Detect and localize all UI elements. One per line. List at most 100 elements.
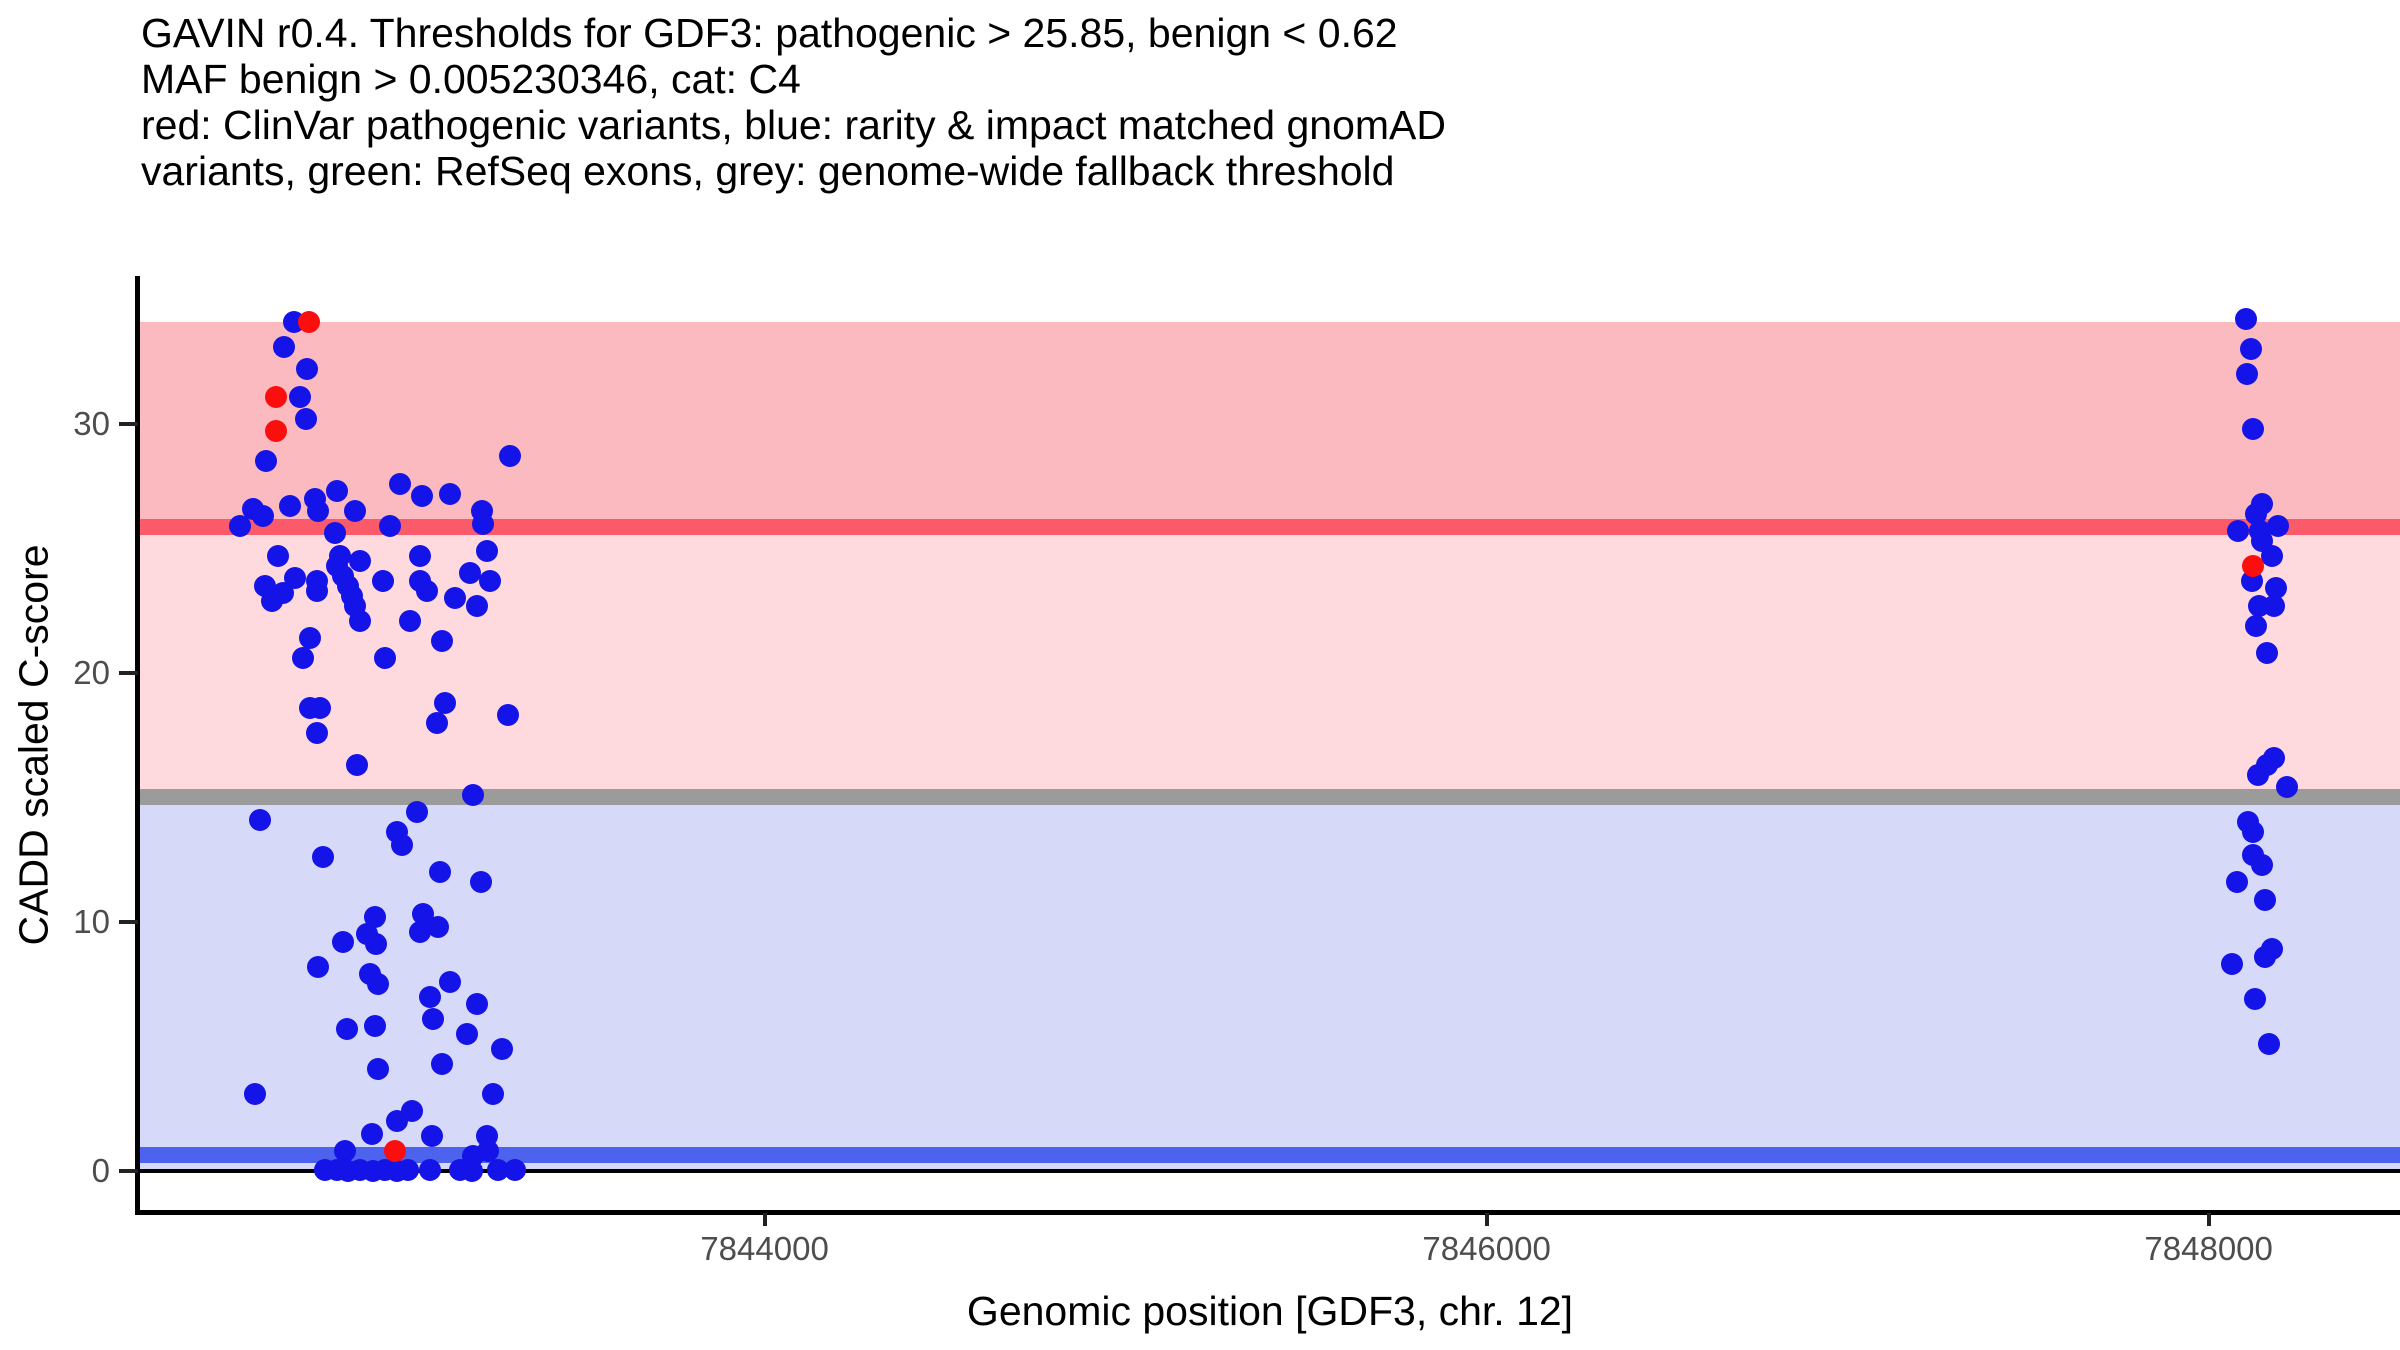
gnomad-variant-point bbox=[364, 905, 387, 928]
gnomad-variant-point bbox=[2266, 515, 2289, 537]
y-tick-mark bbox=[119, 421, 138, 426]
gnomad-variant-point bbox=[461, 783, 484, 806]
gnomad-variant-point bbox=[309, 696, 332, 719]
gnomad-variant-point bbox=[343, 500, 366, 523]
gnomad-variant-point bbox=[306, 955, 329, 978]
y-tick-label: 10 bbox=[73, 902, 110, 940]
gnomad-variant-point bbox=[2243, 988, 2266, 1011]
gnomad-variant-point bbox=[399, 609, 422, 632]
plot-title-line-2: MAF benign > 0.005230346, cat: C4 bbox=[141, 56, 801, 102]
plot-title-line-3: red: ClinVar pathogenic variants, blue: … bbox=[141, 102, 1447, 148]
gnomad-variant-point bbox=[496, 704, 519, 727]
gnomad-variant-point bbox=[461, 1159, 484, 1182]
y-axis-line bbox=[135, 276, 140, 1215]
pathogenic-threshold-line bbox=[140, 519, 2400, 536]
x-axis-line bbox=[135, 1210, 2400, 1215]
gnomad-variant-point bbox=[331, 930, 354, 953]
gnomad-variant-point bbox=[254, 450, 277, 473]
gnomad-variant-point bbox=[306, 500, 329, 523]
gnomad-variant-point bbox=[439, 482, 462, 505]
gnomad-variant-point bbox=[422, 1008, 445, 1031]
gnomad-variant-point bbox=[465, 993, 488, 1016]
y-tick-mark bbox=[119, 670, 138, 675]
genome-wide-fallback-threshold-line bbox=[140, 789, 2400, 806]
gnomad-variant-point bbox=[371, 569, 394, 592]
gnomad-variant-point bbox=[503, 1158, 526, 1181]
gnomad-variant-point bbox=[2263, 594, 2285, 617]
gnomad-variant-point bbox=[469, 871, 492, 894]
gnomad-variant-point bbox=[482, 1082, 505, 1105]
gnomad-variant-point bbox=[2257, 1032, 2280, 1055]
gnomad-variant-point bbox=[378, 515, 401, 537]
gnomad-variant-point bbox=[295, 407, 318, 430]
intermediate-region bbox=[140, 527, 2400, 798]
gnomad-variant-point bbox=[429, 861, 451, 884]
gnomad-variant-point bbox=[373, 646, 396, 669]
pathogenic-region bbox=[140, 321, 2400, 528]
gnomad-variant-point bbox=[499, 445, 522, 468]
gnomad-variant-point bbox=[2255, 641, 2278, 664]
gnomad-variant-point bbox=[2260, 544, 2283, 567]
x-tick-label: 7846000 bbox=[1422, 1230, 1551, 1267]
y-tick-label: 0 bbox=[91, 1151, 110, 1189]
gnomad-variant-point bbox=[475, 539, 498, 562]
gnomad-variant-point bbox=[305, 579, 328, 602]
gnomad-variant-point bbox=[288, 385, 311, 408]
gnomad-variant-point bbox=[248, 808, 271, 831]
gnomad-variant-point bbox=[2239, 338, 2262, 361]
gnomad-variant-point bbox=[366, 1057, 389, 1080]
gnomad-variant-point bbox=[416, 579, 438, 602]
gnomad-variant-point bbox=[2244, 614, 2267, 637]
gnomad-variant-point bbox=[2251, 853, 2274, 876]
gnomad-variant-point bbox=[252, 505, 275, 528]
gnomad-variant-point bbox=[296, 358, 319, 381]
gnomad-variant-point bbox=[486, 1158, 509, 1181]
gnomad-variant-point bbox=[426, 915, 449, 938]
gnomad-variant-point bbox=[430, 1052, 453, 1075]
gnomad-variant-point bbox=[361, 1122, 384, 1145]
gnomad-variant-point bbox=[491, 1037, 514, 1060]
benign-threshold-line bbox=[140, 1147, 2400, 1164]
gnomad-variant-point bbox=[426, 711, 449, 734]
gnomad-variant-point bbox=[430, 629, 453, 652]
gnomad-variant-point bbox=[409, 920, 432, 943]
gnomad-variant-point bbox=[2276, 776, 2298, 799]
gnomad-variant-point bbox=[2225, 871, 2248, 894]
gnomad-variant-point bbox=[2242, 821, 2265, 844]
gnomad-variant-point bbox=[2246, 764, 2269, 786]
clinvar-variant-point bbox=[265, 385, 288, 408]
gnomad-variant-point bbox=[2253, 888, 2276, 911]
gnomad-variant-point bbox=[299, 627, 322, 650]
gnomad-variant-point bbox=[312, 846, 335, 869]
gnomad-variant-point bbox=[345, 754, 368, 777]
gnomad-variant-point bbox=[478, 569, 501, 592]
gnomad-variant-point bbox=[348, 609, 371, 632]
gnomad-variant-point bbox=[229, 515, 251, 537]
gnomad-variant-point bbox=[334, 1140, 357, 1162]
gnomad-variant-point bbox=[2242, 417, 2265, 440]
gnomad-variant-point bbox=[2220, 953, 2243, 976]
gnomad-variant-point bbox=[273, 335, 296, 358]
gnomad-variant-point bbox=[2234, 308, 2257, 331]
y-tick-label: 20 bbox=[73, 653, 110, 691]
y-tick-mark bbox=[119, 919, 138, 924]
clinvar-variant-point bbox=[383, 1140, 406, 1162]
gnomad-variant-point bbox=[323, 522, 346, 545]
gnomad-variant-point bbox=[388, 472, 411, 495]
gnomad-variant-point bbox=[391, 833, 414, 856]
clinvar-variant-point bbox=[297, 310, 320, 333]
gnomad-variant-point bbox=[266, 544, 289, 567]
gnomad-variant-point bbox=[291, 646, 314, 669]
gnomad-variant-point bbox=[2264, 577, 2287, 600]
gnomad-variant-point bbox=[2226, 519, 2249, 542]
gnomad-variant-point bbox=[283, 567, 306, 590]
plot-title-line-1: GAVIN r0.4. Thresholds for GDF3: pathoge… bbox=[141, 10, 1398, 56]
gnomad-variant-point bbox=[366, 973, 389, 996]
x-axis-title: Genomic position [GDF3, chr. 12] bbox=[966, 1288, 1574, 1334]
gnomad-variant-point bbox=[418, 985, 441, 1008]
benign-region bbox=[140, 797, 2400, 1171]
gnomad-variant-point bbox=[2244, 502, 2267, 525]
gnomad-variant-point bbox=[418, 1158, 441, 1181]
gnomad-variant-point bbox=[326, 480, 349, 503]
gnomad-variant-point bbox=[465, 594, 488, 617]
